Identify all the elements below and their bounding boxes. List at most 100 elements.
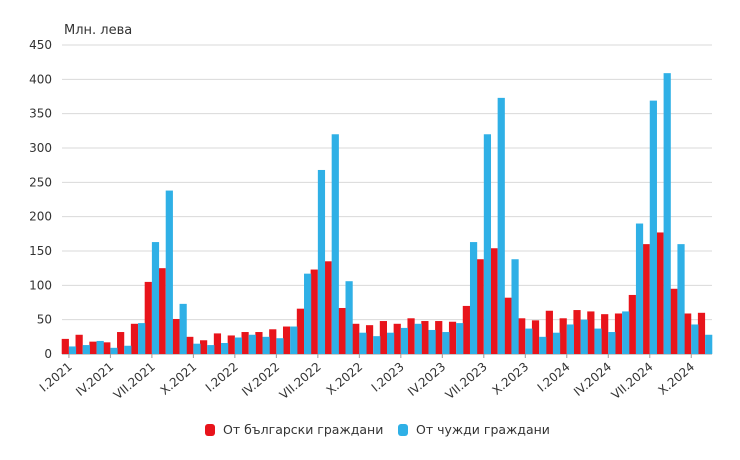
legend-swatch-1 bbox=[205, 424, 215, 436]
bar-bulgarian bbox=[75, 334, 83, 354]
x-tick-label: VII.2021 bbox=[111, 360, 158, 403]
bar-foreign bbox=[497, 97, 505, 355]
bar-bulgarian bbox=[296, 308, 305, 354]
bar-foreign bbox=[608, 332, 616, 354]
y-tick-label: 0 bbox=[44, 347, 52, 361]
bar-bulgarian bbox=[393, 323, 401, 354]
bar-foreign bbox=[622, 311, 630, 354]
y-tick-label: 250 bbox=[29, 175, 52, 189]
legend-swatch-2 bbox=[398, 424, 408, 436]
bar-foreign bbox=[552, 332, 561, 354]
bar-foreign bbox=[193, 343, 201, 354]
bar-bulgarian bbox=[379, 321, 387, 354]
bar-bulgarian bbox=[421, 321, 429, 354]
bar-bulgarian bbox=[587, 311, 595, 354]
y-axis-label: Млн. лева bbox=[64, 23, 132, 38]
bar-bulgarian bbox=[89, 341, 97, 354]
x-tick-label: I.2022 bbox=[203, 360, 241, 395]
bar-bulgarian bbox=[545, 310, 553, 354]
bar-foreign bbox=[456, 323, 464, 354]
bar-foreign bbox=[511, 259, 519, 354]
bar-foreign bbox=[151, 242, 160, 354]
bar-foreign bbox=[165, 190, 173, 354]
bar-foreign bbox=[649, 100, 657, 355]
bar-bulgarian bbox=[407, 318, 415, 354]
bar-bulgarian bbox=[269, 329, 277, 354]
y-tick-label: 300 bbox=[29, 141, 52, 155]
bar-foreign bbox=[345, 281, 353, 354]
bar-foreign bbox=[539, 336, 547, 354]
bar-foreign bbox=[248, 334, 256, 354]
x-tick-label: I.2024 bbox=[535, 360, 573, 395]
x-tick-label: X.2024 bbox=[656, 360, 698, 398]
y-tick-label: 150 bbox=[29, 244, 52, 258]
bar-bulgarian bbox=[213, 333, 222, 354]
bar-bulgarian bbox=[338, 307, 346, 354]
x-tick-label: I.2021 bbox=[37, 360, 75, 395]
y-tick-label: 50 bbox=[37, 313, 52, 327]
bar-bulgarian bbox=[324, 261, 332, 354]
bar-foreign bbox=[82, 345, 90, 354]
bar-foreign bbox=[414, 323, 422, 354]
x-tick-label: VII.2024 bbox=[609, 360, 656, 403]
legend: От български граждани От чужди граждани bbox=[205, 422, 550, 437]
bar-bulgarian bbox=[282, 326, 291, 354]
bar-foreign bbox=[110, 347, 118, 354]
bar-foreign bbox=[483, 134, 492, 354]
bar-bulgarian bbox=[573, 310, 581, 354]
bar-bulgarian bbox=[186, 336, 194, 354]
bar-bulgarian bbox=[158, 268, 166, 354]
bar-foreign bbox=[525, 328, 533, 354]
bar-foreign bbox=[387, 332, 395, 354]
bar-bulgarian bbox=[352, 323, 360, 354]
bar-bulgarian bbox=[117, 332, 125, 354]
x-tick-label: IV.2021 bbox=[73, 360, 116, 399]
x-tick-label: I.2023 bbox=[369, 360, 407, 395]
bar-foreign bbox=[207, 345, 215, 354]
y-axis-ticks: 0 50 100 150 200 250 300 350 400 450 bbox=[29, 38, 52, 361]
y-tick-label: 100 bbox=[29, 278, 52, 292]
bar-foreign bbox=[594, 328, 602, 354]
x-tick-label: IV.2023 bbox=[405, 360, 448, 399]
bar-foreign bbox=[317, 169, 326, 354]
bar-bulgarian bbox=[601, 314, 609, 354]
bar-foreign bbox=[290, 326, 298, 354]
bar-foreign bbox=[373, 336, 381, 354]
bar-bulgarian bbox=[255, 332, 263, 354]
bar-bulgarian bbox=[103, 342, 111, 354]
bar-bulgarian bbox=[172, 318, 180, 354]
x-tick-label: VII.2022 bbox=[277, 360, 324, 403]
bar-foreign bbox=[566, 324, 574, 354]
bar-bulgarian bbox=[462, 305, 470, 354]
bar-bulgarian bbox=[61, 338, 69, 354]
bar-bulgarian bbox=[144, 281, 152, 354]
y-tick-label: 450 bbox=[29, 38, 52, 52]
bar-bulgarian bbox=[628, 294, 636, 354]
bar-foreign bbox=[705, 334, 713, 354]
bar-foreign bbox=[331, 134, 339, 354]
bar-bulgarian bbox=[697, 312, 706, 354]
y-tick-label: 200 bbox=[29, 210, 52, 224]
bar-foreign bbox=[442, 332, 450, 354]
x-tick-label: X.2023 bbox=[490, 360, 532, 398]
x-tick-label: X.2021 bbox=[158, 360, 200, 398]
bar-foreign bbox=[96, 340, 104, 354]
bar-bulgarian bbox=[130, 323, 139, 354]
bar-foreign bbox=[276, 338, 284, 354]
x-tick-label: VII.2023 bbox=[443, 360, 490, 403]
bar-foreign bbox=[635, 223, 644, 354]
bar-bulgarian bbox=[656, 232, 664, 354]
bar-bulgarian bbox=[476, 259, 484, 354]
x-tick-label: X.2022 bbox=[324, 360, 366, 398]
bar-bulgarian bbox=[227, 335, 235, 354]
bar-bulgarian bbox=[310, 269, 318, 354]
bar-bulgarian bbox=[435, 321, 443, 354]
bar-bulgarian bbox=[200, 340, 208, 354]
bar-bulgarian bbox=[670, 288, 678, 354]
y-tick-label: 400 bbox=[29, 72, 52, 86]
bar-foreign bbox=[428, 329, 436, 354]
bar-bulgarian bbox=[448, 321, 457, 354]
